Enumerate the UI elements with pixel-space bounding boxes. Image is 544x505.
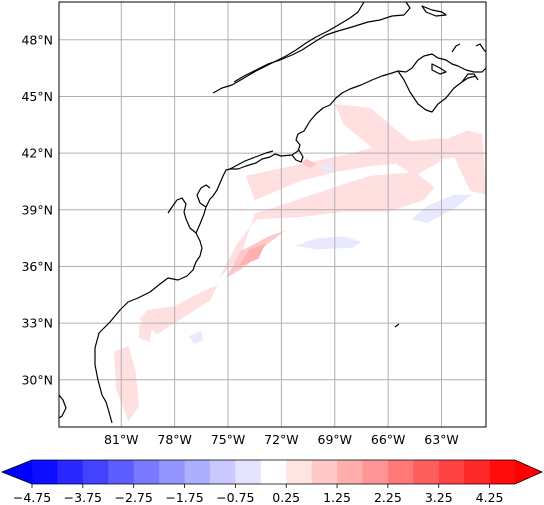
field-region-3 <box>448 130 486 195</box>
coastline-maritimes <box>405 53 486 73</box>
colorbar <box>0 459 543 485</box>
colorbar-outline <box>0 459 543 485</box>
lon-tick-label: 69°W <box>318 432 353 447</box>
coastline-long-island <box>229 150 274 170</box>
coastline-bermuda <box>394 323 400 328</box>
coastline-gaspe <box>325 2 411 36</box>
colorbar-bin <box>311 460 338 484</box>
lon-tick-label: 63°W <box>424 432 459 447</box>
coastline-newfoundland <box>475 43 486 53</box>
colorbar-bin <box>133 460 160 484</box>
colorbar-extend-over <box>515 460 542 484</box>
field-region-1 <box>219 172 435 278</box>
colorbar-bin <box>260 460 287 484</box>
lat-tick-label: 30°N <box>21 372 53 387</box>
colorbar-bin <box>235 460 262 484</box>
colorbar-bin <box>286 460 313 484</box>
lon-tick-label: 75°W <box>211 432 246 447</box>
field-region-12 <box>320 162 333 172</box>
coastline-pei <box>431 63 447 75</box>
colorbar-bin <box>438 460 465 484</box>
lon-tick-label: 66°W <box>371 432 406 447</box>
field-region-10 <box>295 236 362 250</box>
colorbar-tick-label: 2.25 <box>374 490 402 505</box>
lat-tick-label: 45°N <box>21 89 53 104</box>
colorbar-bin <box>184 460 211 484</box>
colorbar-bin <box>108 460 135 484</box>
colorbar-bin <box>464 460 491 484</box>
field-region-13 <box>188 330 204 344</box>
colorbar-tick-label: −4.75 <box>13 490 51 505</box>
colorbar-tick-labels: −4.75 −3.75 −2.75 −1.75 −0.75 0.25 1.25 2.25 3.2… <box>13 484 504 505</box>
coastline-cape-breton <box>461 73 479 83</box>
colorbar-bin <box>32 460 59 484</box>
gridlines <box>59 2 486 427</box>
colorbar-tick-label: −0.75 <box>216 490 254 505</box>
colorbar-bin <box>209 460 236 484</box>
lat-tick-label: 42°N <box>21 146 53 161</box>
colorbar-tick-label: −1.75 <box>165 490 203 505</box>
coastline-chesapeake <box>167 197 197 234</box>
coastline-cape-cod <box>291 149 304 163</box>
lat-tick-label: 33°N <box>21 316 53 331</box>
coastline-florida-tip <box>101 394 113 424</box>
lat-tick-label: 48°N <box>21 32 53 47</box>
colorbar-bin <box>362 460 389 484</box>
colorbar-bin <box>387 460 414 484</box>
lon-tick-label: 78°W <box>157 432 192 447</box>
field-region-6 <box>139 319 154 342</box>
field-region-5 <box>114 345 140 422</box>
coastline-misc-island <box>451 43 461 53</box>
colorbar-tick-label: 1.25 <box>323 490 351 505</box>
lon-tick-labels: 81°W 78°W 75°W 72°W 69°W 66°W 63°W <box>104 432 459 447</box>
colorbar-bin <box>57 460 84 484</box>
coastline-us-east <box>94 70 407 396</box>
colorbar-extend-under <box>2 460 33 484</box>
colorbar-tick-label: −2.75 <box>115 490 153 505</box>
lat-tick-label: 39°N <box>21 202 53 217</box>
field-region-8 <box>301 158 317 169</box>
colorbar-bin <box>489 460 516 484</box>
lon-tick-label: 81°W <box>104 432 139 447</box>
lat-tick-label: 36°N <box>21 259 53 274</box>
colorbar-tick-label: 0.25 <box>272 490 300 505</box>
colorbar-tick-label: 3.25 <box>425 490 453 505</box>
colorbar-bin <box>159 460 186 484</box>
field-region-9 <box>238 243 266 267</box>
coastline-delaware-bay <box>196 184 211 208</box>
coastline-st-lawrence-north <box>212 2 365 94</box>
colorbar-bin <box>413 460 440 484</box>
coastline <box>59 2 486 424</box>
colorbar-tick-label: 4.25 <box>476 490 504 505</box>
colorbar-bin <box>82 460 109 484</box>
field-region-4 <box>139 285 218 335</box>
colorbar-bin <box>337 460 364 484</box>
lon-tick-label: 72°W <box>264 432 299 447</box>
map-frame <box>58 1 487 428</box>
colorbar-tick-label: −3.75 <box>64 490 102 505</box>
coastline-st-lawrence-south <box>233 34 327 83</box>
coastline-gulf <box>59 394 67 419</box>
lat-tick-labels: 48°N 45°N 42°N 39°N 36°N 33°N 30°N <box>21 32 53 387</box>
coastline-anticosti <box>421 5 447 17</box>
